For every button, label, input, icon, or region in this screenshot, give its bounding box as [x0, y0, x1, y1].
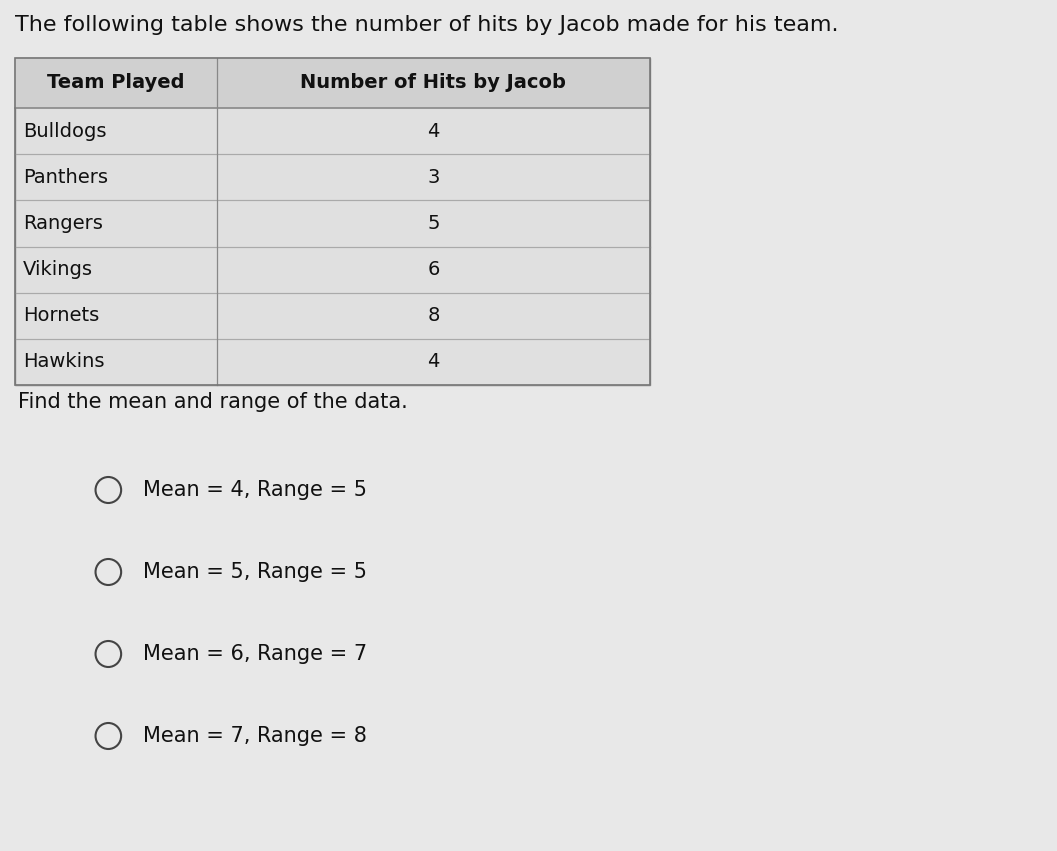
Text: Hawkins: Hawkins: [22, 352, 105, 371]
Text: 4: 4: [427, 122, 440, 140]
Text: The following table shows the number of hits by Jacob made for his team.: The following table shows the number of …: [15, 15, 838, 35]
Text: 4: 4: [427, 352, 440, 371]
FancyBboxPatch shape: [15, 58, 650, 385]
Text: 3: 3: [427, 168, 440, 186]
Text: 8: 8: [427, 306, 440, 325]
Text: Rangers: Rangers: [22, 214, 103, 233]
Text: 6: 6: [427, 260, 440, 279]
Text: Bulldogs: Bulldogs: [22, 122, 106, 140]
FancyBboxPatch shape: [15, 58, 650, 108]
Text: Mean = 7, Range = 8: Mean = 7, Range = 8: [143, 726, 367, 746]
Text: 5: 5: [427, 214, 440, 233]
Text: Hornets: Hornets: [22, 306, 99, 325]
Text: Find the mean and range of the data.: Find the mean and range of the data.: [18, 392, 408, 412]
Text: Mean = 4, Range = 5: Mean = 4, Range = 5: [143, 480, 367, 500]
Text: Number of Hits by Jacob: Number of Hits by Jacob: [300, 73, 567, 93]
Text: Mean = 6, Range = 7: Mean = 6, Range = 7: [143, 644, 367, 664]
Text: Vikings: Vikings: [22, 260, 93, 279]
Text: Panthers: Panthers: [22, 168, 108, 186]
Text: Team Played: Team Played: [47, 73, 185, 93]
Text: Mean = 5, Range = 5: Mean = 5, Range = 5: [143, 562, 367, 582]
